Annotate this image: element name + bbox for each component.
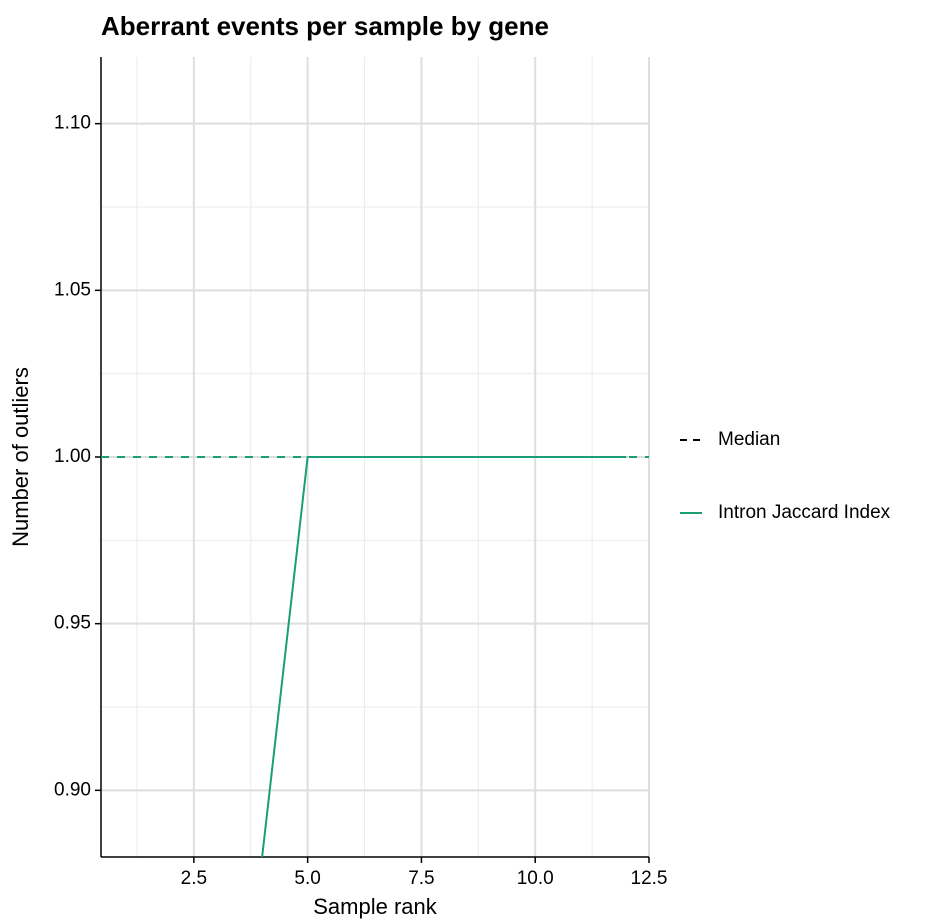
- x-tick-label: 10.0: [517, 868, 554, 889]
- y-tick-label: 1.05: [54, 279, 91, 300]
- y-tick-label: 0.90: [54, 779, 91, 800]
- x-tick-label: 12.5: [631, 868, 668, 889]
- legend-label: Median: [718, 429, 780, 450]
- x-tick-label: 2.5: [181, 868, 207, 889]
- x-tick-label: 5.0: [294, 868, 320, 889]
- x-tick-label: 7.5: [408, 868, 434, 889]
- y-tick-label: 0.95: [54, 613, 91, 634]
- y-tick-label: 1.00: [54, 446, 91, 467]
- y-axis-label: Number of outliers: [8, 367, 33, 547]
- y-tick-label: 1.10: [54, 113, 91, 134]
- plot-area: [101, 456, 649, 857]
- legend-label: Intron Jaccard Index: [718, 502, 891, 523]
- x-axis-label: Sample rank: [313, 894, 438, 919]
- chart-title: Aberrant events per sample by gene: [101, 11, 549, 41]
- series-line: [261, 456, 627, 857]
